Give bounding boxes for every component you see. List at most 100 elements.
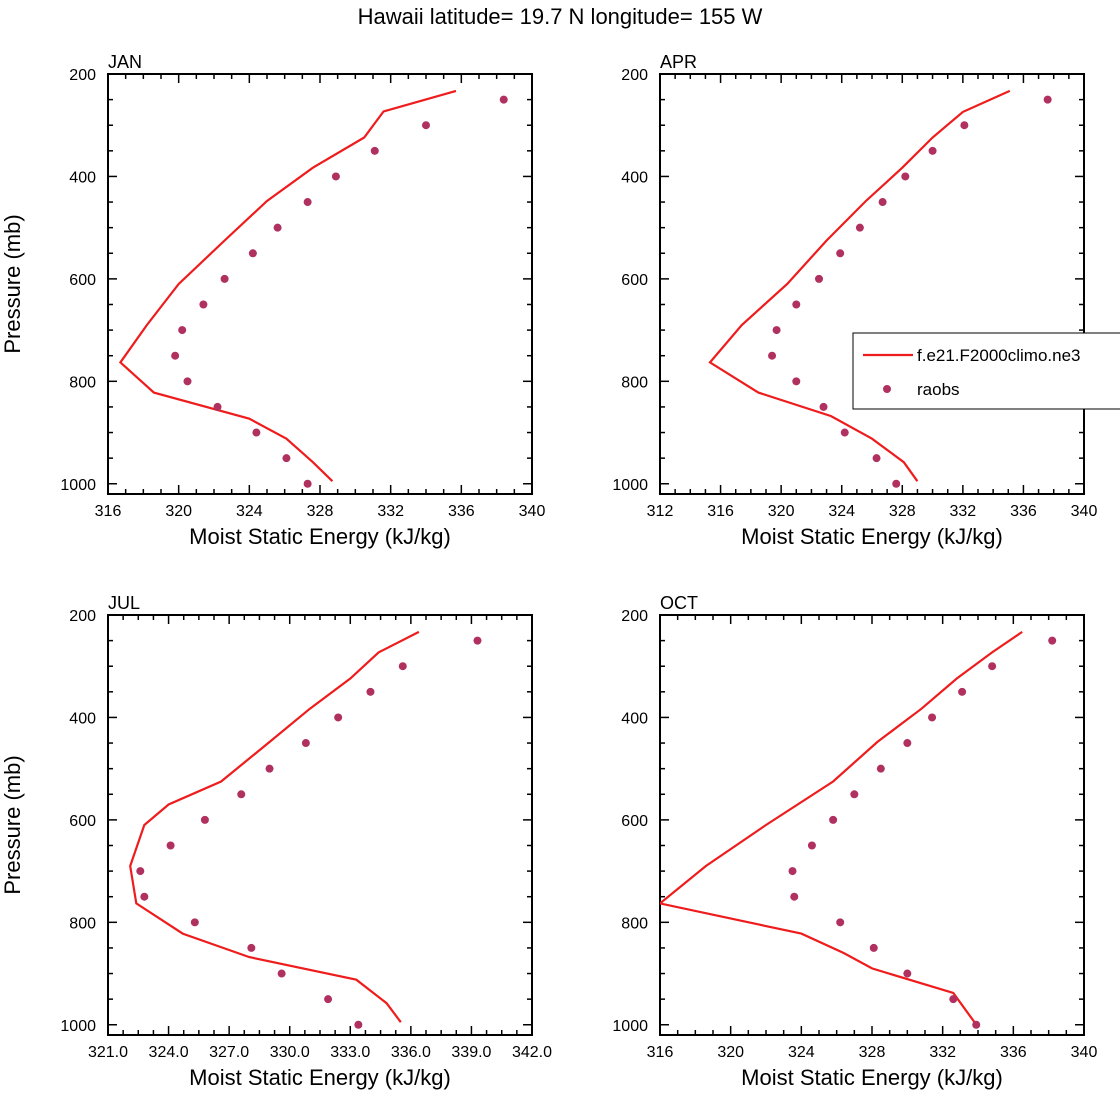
obs-point [277,969,286,978]
obs-point [872,454,881,463]
x-tick-label: 340 [1071,1044,1098,1061]
x-axis-label: Moist Static Energy (kJ/kg) [189,524,451,549]
obs-point [869,943,878,952]
obs-point [988,662,997,671]
obs-point [901,172,910,181]
y-tick-label: 600 [621,813,648,830]
x-tick-label: 320 [165,503,192,520]
panel-jan: JAN 316 320 324 328 332 336 340 200 400 600 800 1000… [0,52,545,549]
obs-point [334,713,343,722]
obs-point [836,249,845,258]
panel-title: OCT [660,593,698,613]
y-tick-label: 800 [69,374,96,391]
obs-point [876,764,885,773]
x-tick-label: 327.0 [209,1044,249,1061]
y-tick-label: 200 [69,608,96,625]
x-tick-label: 340 [519,503,546,520]
x-tick-label: 332 [377,503,404,520]
y-axis-label: Pressure (mb) [0,755,25,894]
legend-label-model: f.e21.F2000climo.ne3 [917,346,1081,365]
obs-point [928,146,937,155]
obs-point [903,969,912,978]
y-axis-label: Pressure (mb) [0,214,25,353]
panel-oct: OCT 316 320 324 328 332 336 340 200 400 600 800 1000… [612,593,1097,1090]
x-tick-label: 312 [647,503,674,520]
x-tick-label: 342.0 [512,1044,552,1061]
y-tick-label: 200 [621,67,648,84]
figure-title: Hawaii latitude= 19.7 N longitude= 155 W [358,4,763,29]
x-tick-label: 316 [95,503,122,520]
obs-point [850,790,859,799]
model-line [708,89,1011,482]
obs-point [237,790,246,799]
obs-point [473,636,482,645]
obs-point [398,662,407,671]
obs-point [972,1020,981,1029]
obs-point [792,377,801,386]
panels: JAN 316 320 324 328 332 336 340 200 400 600 800 1000… [0,52,1120,1090]
obs-point [171,351,180,360]
y-tick-label: 1000 [612,477,648,494]
obs-point [366,687,375,696]
plot-frame [107,73,533,495]
x-axis-label: Moist Static Energy (kJ/kg) [741,524,1003,549]
y-tick-label: 200 [621,608,648,625]
obs-point [200,815,209,824]
legend: f.e21.F2000climo.ne3 raobs [852,332,1120,410]
obs-point [768,351,777,360]
obs-point [1043,95,1052,104]
panel-title: JAN [108,52,142,72]
y-tick-label: 800 [621,915,648,932]
legend-marker-swatch [883,385,891,393]
x-tick-label: 330.0 [270,1044,310,1061]
obs-point [166,841,175,850]
x-tick-label: 336 [1000,1044,1027,1061]
y-tick-label: 1000 [60,477,96,494]
x-tick-label: 328 [859,1044,886,1061]
x-tick-label: 333.0 [330,1044,370,1061]
y-tick-label: 800 [69,915,96,932]
obs-point [324,995,333,1004]
obs-point [819,402,828,411]
obs-point [422,121,430,130]
obs-point [265,764,274,773]
obs-point [892,479,901,488]
obs-point [958,687,967,696]
obs-point [807,841,816,850]
y-tick-label: 600 [69,272,96,289]
x-tick-label: 332 [950,503,977,520]
x-tick-label: 328 [889,503,916,520]
panel-apr: APR 312 316 320 324 328 332 336 340 200 400 600 800 1… [612,52,1120,549]
obs-point [303,198,312,207]
obs-point [960,121,969,130]
obs-point [790,892,799,901]
obs-point [836,918,845,927]
y-tick-label: 200 [69,67,96,84]
obs-point [140,892,149,901]
plot-area [129,630,482,1029]
plot-area [660,630,1057,1029]
obs-point [213,402,222,411]
model-line [118,89,457,482]
legend-label-obs: raobs [917,380,960,399]
x-tick-label: 336.0 [391,1044,431,1061]
obs-point [199,300,208,309]
x-tick-label: 324 [788,1044,815,1061]
x-tick-label: 320 [768,503,795,520]
panel-title: APR [660,52,697,72]
legend-box [852,332,1120,410]
y-tick-label: 600 [69,813,96,830]
y-tick-label: 400 [69,169,96,186]
panel-jul: JUL 321.0 324.0 327.0 330.0 333.0 336.0 339.0 34… [0,593,552,1090]
x-axis-label: Moist Static Energy (kJ/kg) [741,1065,1003,1090]
obs-point [354,1020,363,1029]
x-tick-label: 328 [307,503,334,520]
obs-point [772,326,781,335]
x-tick-label: 336 [1010,503,1037,520]
obs-point [248,249,257,258]
model-line [660,630,1023,1023]
obs-point [903,739,912,748]
obs-point [878,198,887,207]
obs-point [840,428,849,437]
obs-point [273,223,282,232]
